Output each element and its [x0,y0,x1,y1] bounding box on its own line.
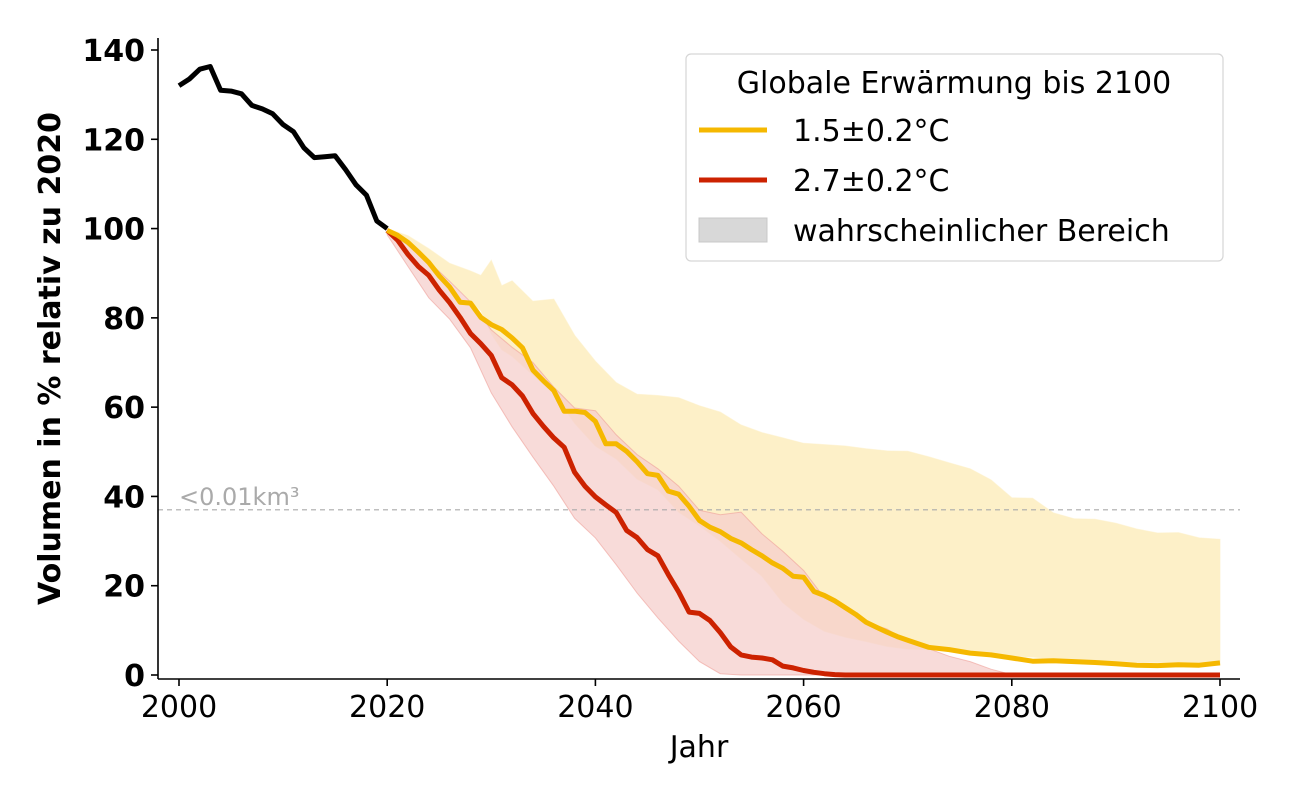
bands-layer [386,227,1221,676]
y-tick-label: 20 [103,570,145,605]
threshold-label: <0.01km³ [179,483,299,511]
x-tick-label: 2020 [349,690,425,725]
x-tick-label: 2100 [1182,690,1258,725]
y-tick-label: 120 [82,123,145,158]
lines-layer [177,64,1221,678]
legend-entry-high: 2.7±0.2°C [793,164,950,199]
x-tick-label: 2040 [557,690,633,725]
x-tick-label: 2060 [765,690,841,725]
y-tick-label: 100 [82,213,145,248]
series-line-historical [177,64,389,231]
series-line-high [385,228,1220,678]
y-tick-label: 0 [124,659,145,694]
y-tick-label: 60 [103,391,145,426]
series-line-low [386,228,1221,669]
x-axis-label: Jahr [668,730,729,765]
y-tick-label: 40 [103,480,145,515]
threshold-layer: <0.01km³ [158,483,1240,511]
y-tick-label: 140 [82,34,145,69]
legend-title: Globale Erwärmung bis 2100 [737,66,1171,101]
x-tick-label: 2080 [974,690,1050,725]
legend-box [685,53,1224,262]
legend-entry-low: 1.5±0.2°C [793,114,950,149]
y-tick-label: 80 [103,302,145,337]
ticks-layer: 2000 2020 2040 2060 2080 21000204060801001201… [82,34,1258,725]
legend-entry-band: wahrscheinlicher Bereich [793,214,1170,249]
legend-swatch-band [698,217,768,243]
axes-layer [157,38,1240,680]
x-tick-label: 2000 [141,690,217,725]
y-axis-label: Volumen in % relativ zu 2020 [33,112,68,605]
legend: Globale Erwärmung bis 2100 1.5±0.2°C 2.7… [685,53,1224,262]
